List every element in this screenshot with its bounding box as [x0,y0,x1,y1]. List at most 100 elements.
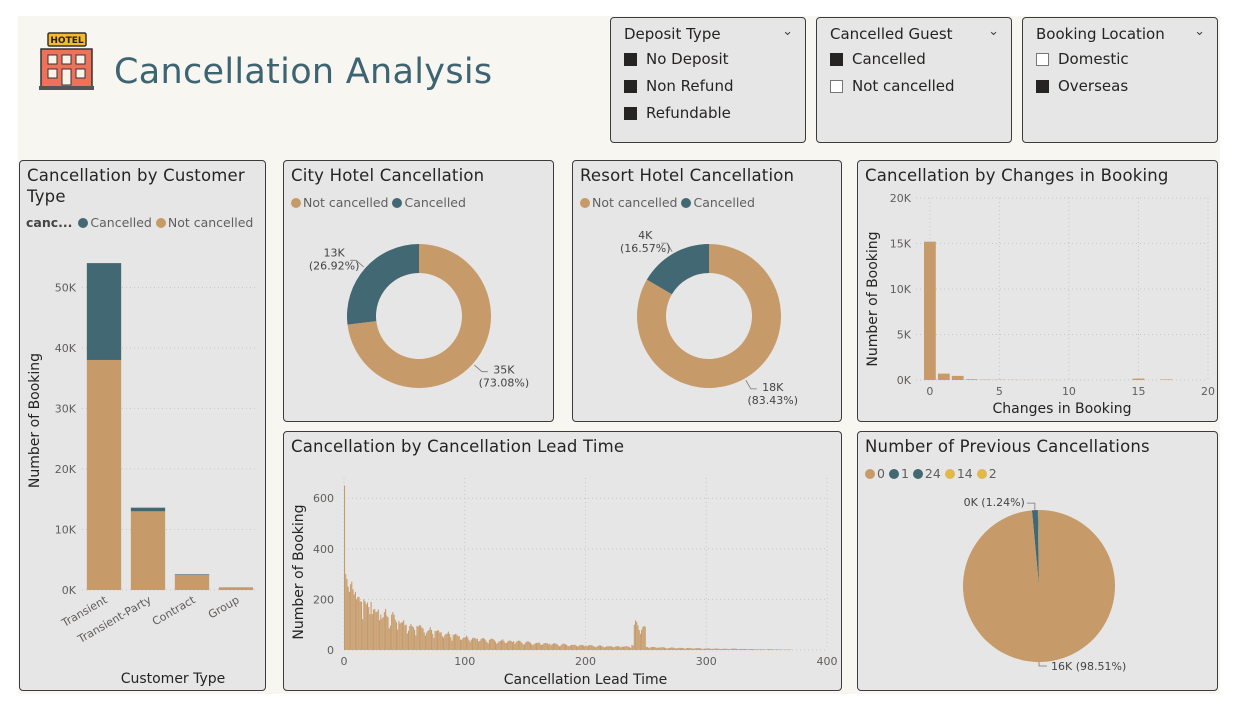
bar [548,644,550,650]
chevron-down-icon[interactable]: ⌄ [1194,24,1205,39]
bar [680,647,682,650]
bar [517,640,519,650]
bar [682,647,684,650]
slicer-option-domestic[interactable]: Domestic [1036,50,1129,68]
legend-title: canc... [26,215,73,230]
slicer-option-non-refund[interactable]: Non Refund [624,77,733,95]
bar [350,584,352,650]
data-label: (83.43%) [748,394,799,407]
bar [468,639,470,650]
bar [667,648,669,650]
legend-item-not-cancelled[interactable]: Not cancelled [155,215,253,230]
chart-customer-type[interactable]: Cancellation by Customer Type canc... Can… [19,160,266,691]
bar [638,630,640,650]
bar [732,648,734,650]
legend-item-1[interactable]: 1 [888,466,909,481]
slicer-option-not-cancelled[interactable]: Not cancelled [830,77,955,95]
chart-plot: 0K (1.24%) 16K (98.51%) [963,496,1126,673]
bar [461,639,463,650]
slicer-deposit-type[interactable]: Deposit Type ⌄ No Deposit Non Refund Ref… [610,17,806,143]
bar [443,637,445,650]
chevron-down-icon[interactable]: ⌄ [988,24,999,39]
bar [569,645,571,650]
y-tick-label: 600 [313,492,334,505]
bar [463,637,465,650]
chart-previous-cancellations[interactable]: Number of Previous Cancellations 0 1 24 14 2… [857,431,1218,691]
bar [400,622,402,650]
chevron-down-icon[interactable]: ⌄ [782,24,793,39]
data-label: 13K [324,246,346,259]
legend-item-cancelled[interactable]: Cancelled [392,195,466,210]
slicer-option-cancelled[interactable]: Cancelled [830,50,926,68]
bar [684,648,686,650]
slice-14 [1038,510,1039,586]
bar [388,628,390,650]
checkbox-icon[interactable] [1036,79,1049,93]
legend-item-14[interactable]: 14 [944,466,973,481]
bar [763,649,765,650]
checkbox-icon[interactable] [624,79,637,93]
bar [444,635,446,650]
chart-resort-hotel[interactable]: Resort Hotel Cancellation Not cancelled C… [572,160,842,422]
chart-lead-time[interactable]: Cancellation by Cancellation Lead Time 0… [283,431,842,691]
chart-city-hotel[interactable]: City Hotel Cancellation Not cancelled Can… [283,160,554,422]
bar [618,646,620,650]
bar [585,645,587,650]
bar [747,649,749,650]
bar [352,589,354,650]
bar [615,646,617,650]
bar [549,643,551,650]
bar [602,646,604,650]
bar [484,638,486,650]
slicer-option-no-deposit[interactable]: No Deposit [624,50,729,68]
bar [647,647,649,650]
bar [714,648,716,650]
bar [481,638,483,650]
bar [729,649,731,650]
data-label: 0K (1.24%) [964,496,1025,509]
bar [712,648,714,650]
bar [449,634,451,650]
slicer-booking-location[interactable]: Booking Location ⌄ Domestic Overseas [1022,17,1218,143]
legend-item-not-cancelled[interactable]: Not cancelled [291,195,388,210]
bar [516,641,518,650]
bar [415,635,417,650]
bar [727,649,730,650]
bar [511,642,513,650]
bar [368,607,370,650]
checkbox-icon[interactable] [830,79,843,93]
checkbox-icon[interactable] [624,106,637,120]
slice-cancelled [646,244,709,295]
legend-item-cancelled[interactable]: Cancelled [78,215,152,230]
bar [488,639,490,650]
checkbox-icon[interactable] [1036,52,1049,66]
bar [345,574,347,650]
legend-item-0[interactable]: 0 [865,466,885,481]
legend-item-cancelled[interactable]: Cancelled [681,195,755,210]
bar [526,641,528,650]
checkbox-icon[interactable] [830,52,843,66]
legend-item-24[interactable]: 24 [912,466,941,481]
data-label: 16K (98.51%) [1051,660,1126,673]
legend-item-not-cancelled[interactable]: Not cancelled [580,195,677,210]
bar [447,631,449,650]
bar [760,649,762,650]
bar [374,608,376,650]
chart-plot: 35K(73.08%) 13K(26.92%) [309,244,529,390]
bar [775,649,777,650]
bar [653,646,655,650]
chart-booking-changes[interactable]: Cancellation by Changes in Booking 0K 5K 1… [857,160,1218,422]
bar [662,647,664,650]
slicer-cancelled-guest[interactable]: Cancelled Guest ⌄ Cancelled Not cancelle… [816,17,1012,143]
checkbox-icon[interactable] [624,52,637,66]
slicer-option-refundable[interactable]: Refundable [624,104,731,122]
bar [606,646,608,650]
bar [603,647,605,650]
slicer-option-overseas[interactable]: Overseas [1036,77,1128,95]
bar [631,644,633,650]
bar [609,646,611,650]
chart-plot: 0 200 400 600 0 100 200 300 400 Cancellation Lead… [291,478,838,688]
bar [534,643,536,650]
legend-item-2[interactable]: 2 [976,466,997,481]
x-tick-label: 0 [926,385,933,398]
